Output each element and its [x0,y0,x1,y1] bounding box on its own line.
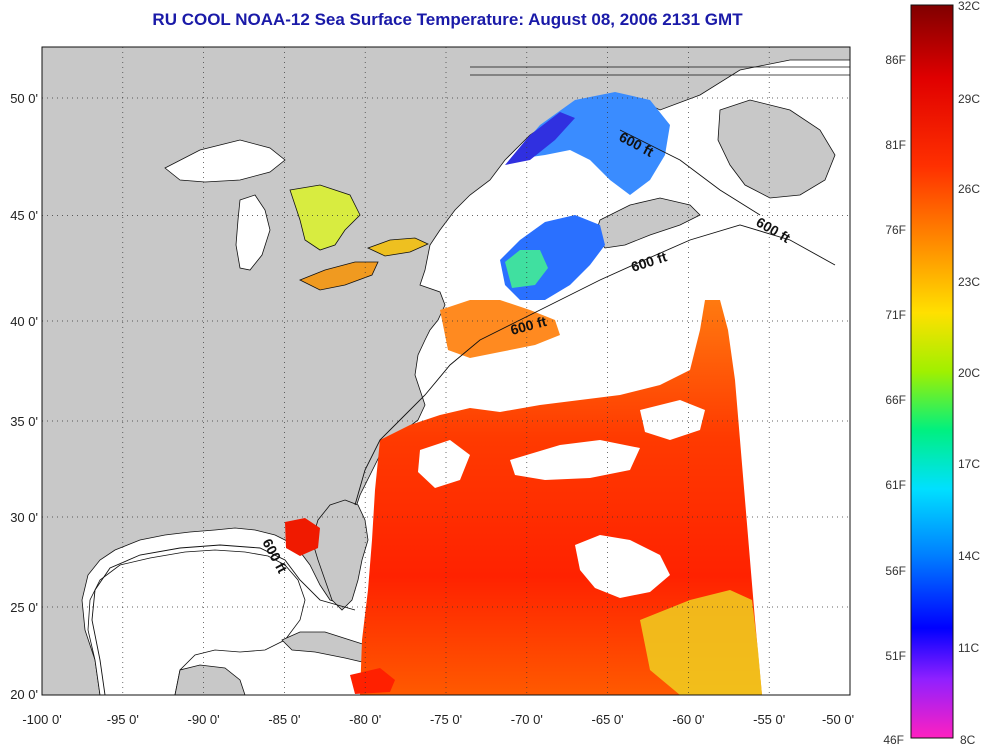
lon-tick-label: -50 0' [822,712,854,727]
colorbar-c-label: 29C [958,92,980,106]
lon-tick-label: -85 0' [268,712,300,727]
sst-st-lawrence-estuary [505,112,575,165]
colorbar-f-label: 56F [885,564,906,578]
colorbar-f-label: 86F [885,53,906,67]
lat-tick-label: 35 0' [10,414,38,429]
colorbar-f-label: 66F [885,393,906,407]
lat-tick-label: 40 0' [10,314,38,329]
colorbar-f-label: 51F [885,649,906,663]
colorbar-celsius-labels: 32C 29C 26C 23C 20C 17C 14C 11C 8C [958,0,980,747]
cloud-patch-3 [418,440,470,488]
isobath-600ft-gulf [91,544,356,695]
colorbar-c-label: 17C [958,457,980,471]
lat-tick-label: 20 0' [10,687,38,702]
colorbar-c-label: 32C [958,0,980,13]
lat-tick-label: 25 0' [10,600,38,615]
plot-border [41,46,851,696]
colorbar-f-label: 81F [885,138,906,152]
graticule [42,47,850,695]
colorbar-fahrenheit-labels: 86F 81F 76F 71F 66F 61F 56F 51F 46F [883,53,906,747]
colorbar-c-label: 11C [958,641,979,655]
colorbar-c-label: 26C [958,182,980,196]
lon-tick-label: -70 0' [511,712,543,727]
map-title: RU COOL NOAA-12 Sea Surface Temperature:… [152,10,743,29]
lake-erie [299,261,379,291]
isobath-600ft-labrador [619,129,761,216]
lake-huron [289,184,361,251]
sst-gulf-warm-patch [285,518,320,556]
lat-tick-label: 45 0' [10,208,38,223]
colorbar-f-label: 46F [883,733,904,747]
colorbar-c-label: 20C [958,366,980,380]
sst-gulf-of-maine-green [505,250,548,288]
cloud-patch-1 [470,360,590,402]
lon-tick-label: -55 0' [753,712,785,727]
colorbar-c-label: 14C [958,549,980,563]
sst-gulf-st-lawrence [510,92,670,195]
lon-tick-label: -90 0' [188,712,220,727]
lon-tick-labels: -100 0' -95 0' -90 0' -85 0' -80 0' -75 … [22,712,854,727]
colorbar-f-label: 61F [885,478,906,492]
lat-tick-label: 30 0' [10,510,38,525]
land-newfoundland [717,99,836,199]
lon-tick-label: -80 0' [349,712,381,727]
colorbar-c-label: 23C [958,275,980,289]
lon-tick-label: -65 0' [592,712,624,727]
sst-southeast-yellow [640,590,762,695]
lon-tick-label: -95 0' [107,712,139,727]
colorbar-f-label: 71F [885,308,906,322]
lon-tick-label: -100 0' [22,712,61,727]
lake-michigan [235,194,271,271]
lon-tick-label: -60 0' [672,712,704,727]
colorbar [910,4,954,739]
cloud-patch-4 [510,440,640,480]
colorbar-f-label: 76F [885,223,906,237]
isobath-600ft-atlantic [354,224,836,506]
cloud-patch-5 [640,400,705,440]
lake-superior [164,139,286,183]
lon-tick-label: -75 0' [430,712,462,727]
cloud-patch-2 [575,535,670,598]
lake-ontario [366,237,429,257]
sst-main-warm-field [360,300,762,695]
sst-caribbean-warm-patch [350,668,395,694]
colorbar-c-label: 8C [960,733,976,747]
land-yucatan [174,664,246,695]
lat-tick-label: 50 0' [10,91,38,106]
lat-tick-labels: 50 0' 45 0' 40 0' 35 0' 30 0' 25 0' 20 0… [10,91,38,702]
gulf-of-mexico [87,549,306,695]
